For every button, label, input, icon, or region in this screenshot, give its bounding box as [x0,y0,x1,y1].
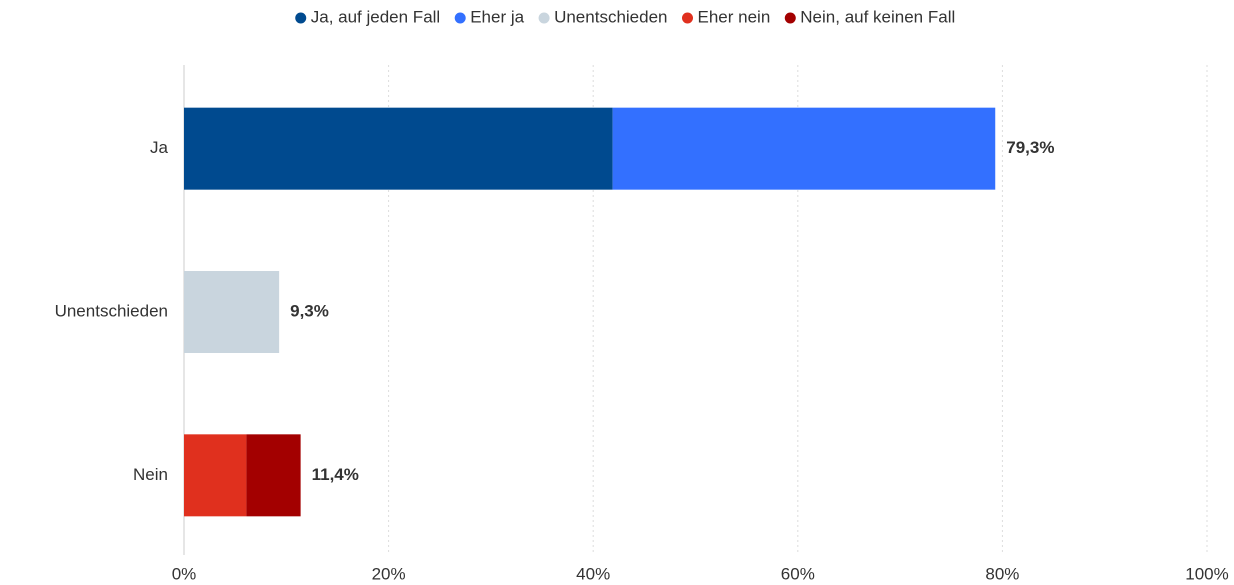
legend-marker [538,12,550,24]
legend-marker [295,12,307,24]
y-tick-label: Nein [133,465,168,484]
legend-label: Nein, auf keinen Fall [800,7,955,26]
legend-label: Ja, auf jeden Fall [311,7,440,26]
legend-marker [454,12,466,24]
legend-marker [682,12,693,24]
bar-segment [246,434,301,517]
total-label: 9,3% [290,301,329,320]
x-tick-label: 20% [372,564,406,583]
legend-label: Eher ja [470,7,524,26]
x-tick-label: 40% [576,564,610,583]
x-tick-label: 80% [985,564,1019,583]
y-tick-label: Ja [150,138,169,157]
bar-segment [612,107,996,190]
bar-segment [184,107,613,190]
legend-label: Eher nein [698,7,771,26]
y-tick-label: Unentschieden [55,301,168,320]
legend-label: Unentschieden [554,7,667,26]
x-tick-label: 60% [781,564,815,583]
bar-segment [184,271,280,353]
legend: Ja, auf jeden Fall Eher ja Unentschieden Eh… [295,7,955,26]
bar-segment [184,434,247,517]
total-label: 79,3% [1006,138,1054,157]
x-tick-label: 0% [172,564,197,583]
x-tick-label: 100% [1185,564,1228,583]
legend-marker [784,12,796,24]
total-label: 11,4% [312,465,359,484]
